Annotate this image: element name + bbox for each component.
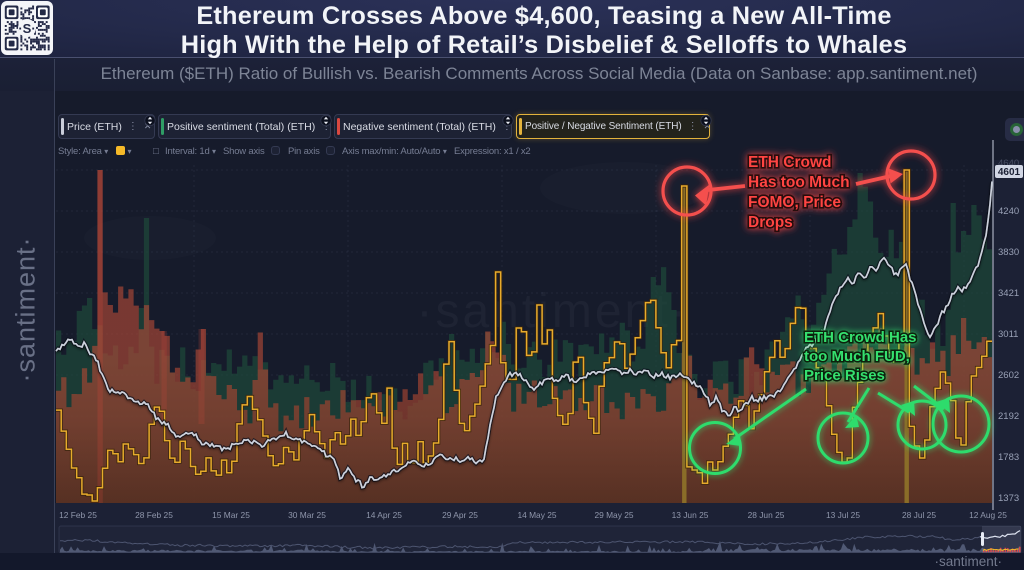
svg-text:29 May 25: 29 May 25 xyxy=(594,510,633,520)
svg-text:3830: 3830 xyxy=(998,247,1019,258)
svg-text:12 Feb 25: 12 Feb 25 xyxy=(59,510,97,520)
svg-text:28 Jul 25: 28 Jul 25 xyxy=(902,510,936,520)
svg-text:too Much FUD,: too Much FUD, xyxy=(804,348,910,365)
svg-text:15 Mar 25: 15 Mar 25 xyxy=(212,510,250,520)
svg-text:30 Mar 25: 30 Mar 25 xyxy=(288,510,326,520)
svg-text:Price Rises: Price Rises xyxy=(804,367,885,384)
svg-text:28 Jun 25: 28 Jun 25 xyxy=(748,510,785,520)
svg-text:ETH Crowd Has: ETH Crowd Has xyxy=(804,329,917,346)
svg-text:·S·: ·S· xyxy=(18,21,35,36)
svg-text:13 Jun 25: 13 Jun 25 xyxy=(672,510,709,520)
svg-text:1783: 1783 xyxy=(998,452,1019,463)
svg-text:FOMO, Price: FOMO, Price xyxy=(748,194,841,211)
svg-text:14 Apr 25: 14 Apr 25 xyxy=(366,510,402,520)
svg-text:2602: 2602 xyxy=(998,370,1019,381)
svg-text:13 Jul 25: 13 Jul 25 xyxy=(826,510,860,520)
svg-text:3421: 3421 xyxy=(998,288,1019,299)
svg-text:Drops: Drops xyxy=(748,214,793,231)
svg-text:1373: 1373 xyxy=(998,493,1019,504)
svg-text:Has too Much: Has too Much xyxy=(748,174,850,191)
svg-text:12 Aug 25: 12 Aug 25 xyxy=(969,510,1007,520)
svg-text:4601: 4601 xyxy=(998,167,1021,178)
svg-text:3011: 3011 xyxy=(998,329,1018,340)
svg-text:29 Apr 25: 29 Apr 25 xyxy=(442,510,478,520)
svg-text:2192: 2192 xyxy=(998,411,1019,422)
svg-text:28 Feb 25: 28 Feb 25 xyxy=(135,510,173,520)
svg-text:ETH Crowd: ETH Crowd xyxy=(748,154,832,171)
svg-text:14 May 25: 14 May 25 xyxy=(517,510,556,520)
svg-text:4640: 4640 xyxy=(998,158,1019,169)
svg-text:4240: 4240 xyxy=(998,206,1019,217)
